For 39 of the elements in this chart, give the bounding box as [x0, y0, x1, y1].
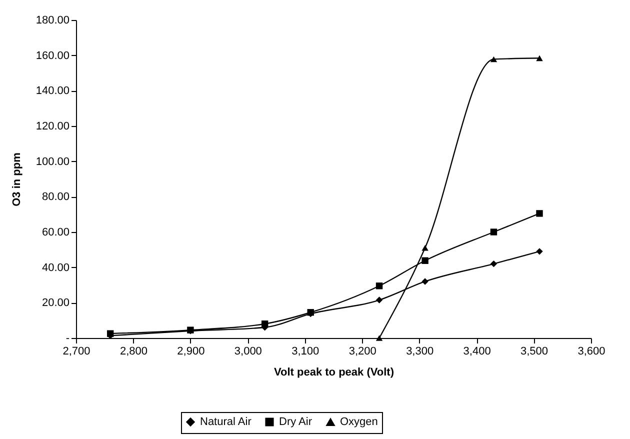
- y-tick-label: 20.00: [42, 297, 70, 310]
- x-tick-label: 3,100: [292, 346, 320, 358]
- y-tick-label: 60.00: [42, 226, 70, 238]
- y-axis-title: O3 in ppm: [10, 152, 23, 206]
- x-tick-label: 3,300: [406, 346, 434, 358]
- x-tick-label: 3,200: [348, 346, 376, 358]
- y-tick-label: 40.00: [42, 262, 70, 274]
- point: [376, 335, 383, 341]
- point: [490, 260, 498, 268]
- y-tick-label: 180.00: [36, 14, 70, 26]
- x-tick-label: 3,400: [463, 346, 491, 358]
- point: [422, 244, 428, 251]
- point: [536, 210, 543, 217]
- x-tick-label: 3,000: [234, 346, 262, 358]
- x-tick-label: 3,500: [520, 346, 548, 358]
- point: [490, 56, 498, 62]
- point: [261, 320, 268, 328]
- y-tick-label: 100.00: [36, 156, 70, 168]
- y-tick-label: 120.00: [36, 120, 70, 132]
- point: [106, 330, 114, 337]
- y-tick-label: 140.00: [36, 85, 70, 98]
- y-tick-label: -: [66, 332, 70, 344]
- point: [536, 55, 543, 62]
- x-tick-label: 3,600: [578, 346, 606, 358]
- x-tick-label: 2,800: [120, 346, 148, 358]
- x-tick-label: 2,900: [177, 346, 205, 358]
- x-axis-title: Volt peak to peak (Volt): [274, 366, 394, 378]
- point: [376, 296, 383, 304]
- legend-label: Natural Air: [200, 416, 252, 428]
- legend-label: Dry Air: [279, 416, 312, 428]
- y-tick-label: 80.00: [42, 191, 70, 204]
- y-tick-label: 160.00: [36, 50, 70, 62]
- point: [422, 257, 428, 264]
- legend-label: Oxygen: [340, 416, 378, 428]
- point: [422, 278, 428, 285]
- point: [536, 248, 543, 255]
- point: [376, 282, 383, 290]
- x-tick-label: 2,700: [62, 346, 90, 358]
- point: [490, 228, 498, 236]
